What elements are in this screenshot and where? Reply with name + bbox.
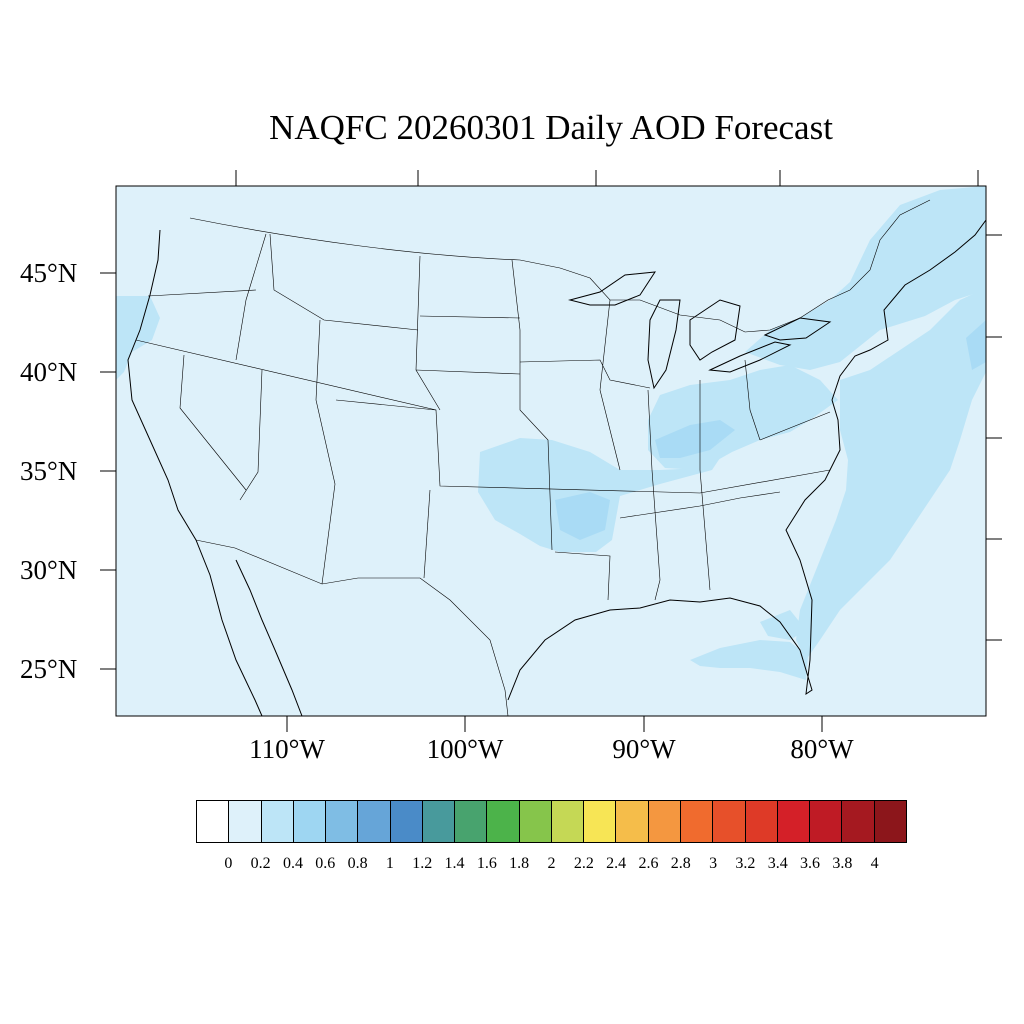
top-ticks <box>235 170 979 186</box>
colorbar-label: 1.8 <box>509 855 530 872</box>
left-ticks <box>100 272 116 670</box>
colorbar-swatch <box>422 801 456 842</box>
state-boundaries <box>127 199 986 716</box>
colorbar-label: 2.6 <box>638 855 659 872</box>
colorbar-swatch <box>261 801 294 842</box>
aod-plume <box>478 438 720 552</box>
colorbar-label: 3.6 <box>800 855 821 872</box>
colorbar-label: 3 <box>709 855 718 872</box>
colorbar-label: 0.8 <box>347 855 368 872</box>
colorbar-label: 1.2 <box>412 855 433 872</box>
colorbar-label: 3.4 <box>767 855 788 872</box>
colorbar-swatch <box>777 801 811 842</box>
colorbar-swatch <box>229 801 262 842</box>
right-ticks <box>986 234 1002 641</box>
colorbar-label: 1.6 <box>476 855 497 872</box>
lon-label-90w: 90°W <box>612 734 676 764</box>
colorbar-label: 2.4 <box>606 855 627 872</box>
colorbar-swatch <box>455 801 488 842</box>
aod-plume-strong <box>966 320 986 370</box>
aod-plume-strong <box>655 420 735 458</box>
colorbar-label: 0.4 <box>282 855 303 872</box>
colorbar-swatch <box>648 801 681 842</box>
colorbar-swatch <box>358 801 391 842</box>
aod-plume <box>690 640 808 680</box>
aod-plume <box>760 610 806 640</box>
colorbar-swatch <box>616 801 649 842</box>
colorbar-swatch <box>326 801 359 842</box>
lat-label-25n: 25°N <box>20 654 78 684</box>
colorbar-label: 1 <box>385 855 394 872</box>
map-frame <box>115 185 987 717</box>
map-title: NAQFC 20260301 Daily AOD Forecast <box>269 108 833 147</box>
lon-label-110w: 110°W <box>249 734 325 764</box>
colorbar-swatch <box>551 801 585 842</box>
colorbar-swatch <box>519 801 552 842</box>
colorbar <box>196 800 907 843</box>
colorbar-label: 2.8 <box>670 855 691 872</box>
colorbar-label: 3.8 <box>832 855 853 872</box>
aod-plume <box>796 288 986 660</box>
colorbar-swatch <box>293 801 327 842</box>
colorbar-label: 1.4 <box>444 855 465 872</box>
colorbar-label: 2 <box>547 855 556 872</box>
colorbar-swatch <box>584 801 617 842</box>
colorbar-swatch <box>197 801 230 842</box>
colorbar-swatch <box>713 801 746 842</box>
lat-label-45n: 45°N <box>20 258 78 288</box>
aod-shading <box>116 186 986 680</box>
colorbar-swatch <box>680 801 714 842</box>
colorbar-swatch <box>487 801 520 842</box>
lon-label-80w: 80°W <box>790 734 854 764</box>
lon-label-100w: 100°W <box>426 734 504 764</box>
colorbar-swatch <box>874 801 906 842</box>
aod-plume <box>116 296 160 380</box>
colorbar-label: 2.2 <box>573 855 594 872</box>
aod-plume <box>745 186 986 370</box>
lat-label-30n: 30°N <box>20 555 78 585</box>
colorbar-label: 0.2 <box>250 855 271 872</box>
bottom-ticks <box>286 716 823 732</box>
colorbar-label: 0.6 <box>315 855 336 872</box>
aod-plume-strong <box>555 492 610 540</box>
colorbar-swatch <box>745 801 778 842</box>
colorbar-swatch <box>390 801 423 842</box>
lat-label-40n: 40°N <box>20 357 78 387</box>
colorbar-swatch <box>810 801 843 842</box>
lat-label-35n: 35°N <box>20 456 78 486</box>
colorbar-label: 0 <box>224 855 233 872</box>
colorbar-label: 3.2 <box>735 855 756 872</box>
colorbar-label: 4 <box>870 855 879 872</box>
colorbar-swatch <box>842 801 875 842</box>
